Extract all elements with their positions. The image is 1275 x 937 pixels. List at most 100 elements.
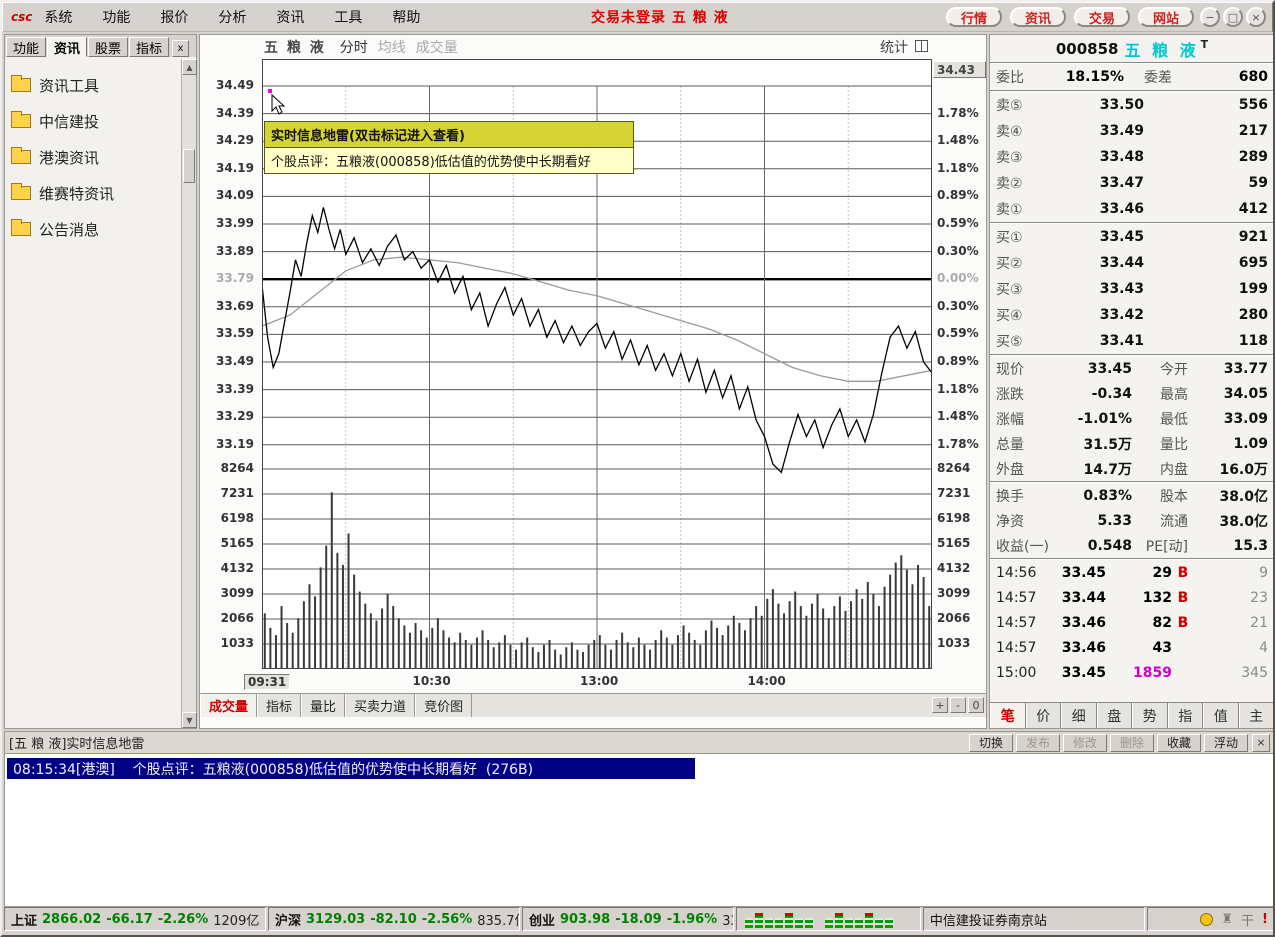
quote-tab-0[interactable]: 笔 [990,703,1026,728]
quote-tab-7[interactable]: 主 [1238,703,1273,728]
quote-tab-4[interactable]: 势 [1132,703,1168,728]
meter-bar [775,918,783,928]
sidebar-tab-1[interactable]: 资讯 [47,37,87,57]
volume-bar [671,644,674,669]
scrollbar-thumb[interactable] [183,149,195,183]
tick-count: 9 [1259,564,1268,581]
percent-axis-label: 1.18% [937,160,979,175]
quote-tab-5[interactable]: 指 [1167,703,1203,728]
volume-bar [905,569,908,669]
folder-icon [11,75,31,92]
news-button-1[interactable]: 发布 [1016,733,1060,752]
volume-axis-label: 5165 [220,536,254,550]
menu-item-4[interactable]: 资讯 [276,10,305,26]
volume-bar [537,652,540,669]
info-row: 总量 31.5万 量比 1.09 [990,431,1273,456]
menu-item-1[interactable]: 功能 [102,10,131,26]
volume-bar [866,581,869,669]
level-price[interactable]: 33.43 [1099,281,1144,297]
chart-bottom-tab-2[interactable]: 量比 [301,694,346,717]
news-button-2[interactable]: 修改 [1063,733,1107,752]
zoom-in-button[interactable]: + [932,697,948,713]
index-pct: -2.26% [157,911,209,927]
scroll-down-arrow[interactable]: ▼ [182,712,197,728]
folder-item-1[interactable]: 中信建投 [11,103,181,139]
meter-bar [795,918,803,928]
folder-item-2[interactable]: 港澳资讯 [11,139,181,175]
news-selected-item[interactable]: 08:15:34[港澳] 个股点评：五粮液(000858)低估值的优势使中长期看… [7,758,695,779]
buy-order-book: 买① 33.45 921 买② 33.44 695 买③ 33.43 199 买④ 33.42 280… [990,224,1273,354]
buy-row: 买③ 33.43 199 [990,276,1273,302]
news-close-button[interactable]: × [1252,733,1270,752]
menu-item-6[interactable]: 帮助 [392,10,421,26]
level-price[interactable]: 33.47 [1099,175,1144,191]
menu-item-3[interactable]: 分析 [218,10,247,26]
level-price[interactable]: 33.49 [1099,123,1144,139]
quote-tab-1[interactable]: 价 [1025,703,1061,728]
close-button[interactable]: × [1246,7,1266,27]
sidebar-tab-2[interactable]: 股票 [88,37,128,57]
quick-button-1[interactable]: 资讯 [1010,7,1066,27]
chart-view-tab-2[interactable]: 成交量 [415,40,458,56]
quick-button-2[interactable]: 交易 [1074,7,1130,27]
zoom-reset-button[interactable]: 0 [968,697,984,713]
info-value: -1.01% [1077,410,1132,427]
chart-view-tab-1[interactable]: 均线 [377,40,406,56]
folder-item-0[interactable]: 资讯工具 [11,67,181,103]
volume-bar [855,589,858,669]
news-button-3[interactable]: 删除 [1110,733,1154,752]
chart-bottom-tab-1[interactable]: 指标 [257,694,302,717]
volume-bar [554,649,557,669]
sidebar-tab-3[interactable]: 指标 [129,37,169,57]
tooltip-title[interactable]: 实时信息地雷(双击标记进入查看) [264,121,634,148]
news-button-4[interactable]: 收藏 [1157,733,1201,752]
level-price[interactable]: 33.44 [1099,255,1144,271]
tooltip-content[interactable]: 个股点评：五粮液(000858)低估值的优势使中长期看好 [264,148,634,174]
split-window-icon[interactable] [915,40,928,52]
zoom-out-button[interactable]: - [950,697,966,713]
info-value: 31.5万 [1083,436,1132,453]
info-mine-tooltip[interactable]: 实时信息地雷(双击标记进入查看) 个股点评：五粮液(000858)低估值的优势使… [264,121,634,174]
news-button-0[interactable]: 切换 [969,733,1013,752]
level-price[interactable]: 33.45 [1099,229,1144,245]
sidebar-tab-0[interactable]: 功能 [6,37,46,57]
quick-button-0[interactable]: 行情 [946,7,1002,27]
level-label: 买⑤ [996,334,1023,350]
sidebar-close-button[interactable]: x [172,40,189,57]
news-button-5[interactable]: 浮动 [1204,733,1248,752]
price-axis: 34.49 34.39 34.29 34.19 34.09 33.99 33.89 33.79… [200,59,258,679]
folder-item-3[interactable]: 维赛特资讯 [11,175,181,211]
volume-bar [503,635,506,669]
level-price[interactable]: 33.42 [1099,307,1144,323]
stat-button[interactable]: 统计 [880,40,908,56]
level-price[interactable]: 33.48 [1099,149,1144,165]
maximize-button[interactable]: □ [1223,7,1243,27]
quote-tab-3[interactable]: 盘 [1096,703,1132,728]
level-price[interactable]: 33.50 [1099,97,1144,113]
quote-tab-2[interactable]: 细 [1061,703,1097,728]
sidebar-scrollbar[interactable]: ▲ ▼ [181,59,197,728]
scroll-up-arrow[interactable]: ▲ [182,59,197,75]
folder-item-4[interactable]: 公告消息 [11,211,181,247]
quote-info-grid-2: 换手 0.83% 股本 38.0亿 净资 5.33 流通 38.0亿 收益(一) 0.548 PE[… [990,483,1273,558]
quick-button-3[interactable]: 网站 [1138,7,1194,27]
volume-bar [576,649,579,669]
level-price[interactable]: 33.46 [1099,201,1144,217]
minimize-button[interactable]: − [1200,7,1220,27]
time-tick-2: 13:00 [580,674,619,688]
level-price[interactable]: 33.41 [1099,333,1144,349]
chart-bottom-tab-0[interactable]: 成交量 [200,694,258,717]
chart-bottom-tab-3[interactable]: 买卖力道 [345,694,416,717]
volume-bar [716,627,719,669]
index-cells: 上证 2866.02 -66.17 -2.26% 1209亿 沪深 3129.03 -82.1… [4,907,734,931]
volume-bar [392,606,395,669]
menu-item-2[interactable]: 报价 [160,10,189,26]
chart-view-tab-0[interactable]: 分时 [339,40,368,56]
chart-bottom-tab-4[interactable]: 竞价图 [415,694,473,717]
menu-item-5[interactable]: 工具 [334,10,363,26]
tick-time: 14:57 [996,614,1037,631]
menu-item-0[interactable]: 系统 [44,10,73,26]
sidebar: 功能 资讯 股票 指标 x 资讯工具 中信建投 港澳资讯 维赛特资讯 公告消息 ▲ ▼ [4,34,197,729]
quote-tab-6[interactable]: 值 [1203,703,1239,728]
index-cell-0: 上证 2866.02 -66.17 -2.26% 1209亿 [4,907,266,931]
